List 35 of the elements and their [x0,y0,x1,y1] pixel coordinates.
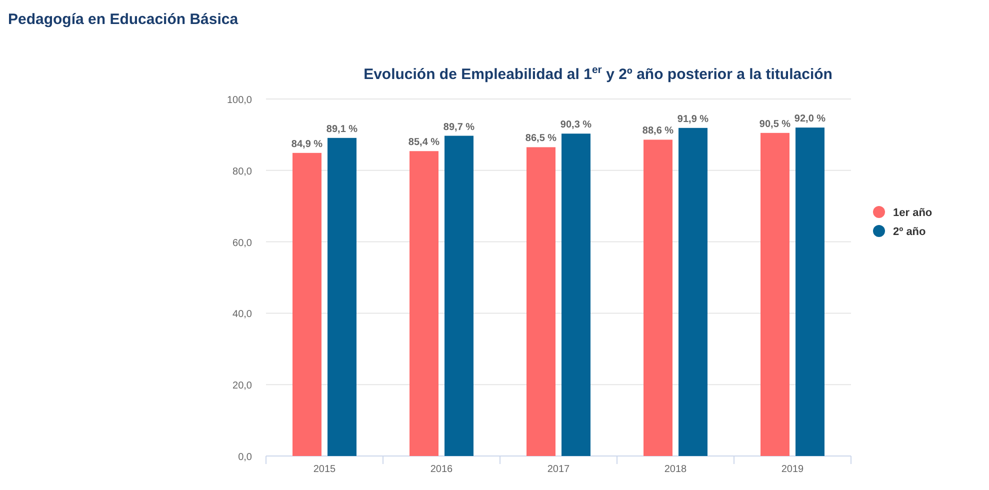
x-tick-label: 2017 [547,464,570,475]
data-label: 84,9 % [291,138,323,150]
x-tick-label: 2016 [430,464,454,475]
bar [678,128,708,456]
bar [526,147,556,456]
bar [410,151,438,456]
y-tick-label: 0,0 [238,452,252,463]
data-label: 90,5 % [759,118,791,130]
data-label: 89,1 % [326,124,358,135]
data-label: 89,7 % [443,122,475,133]
y-tick-label: 60,0 [232,238,252,249]
text: Pedagogía en Educación Básica [8,11,239,28]
y-tick-label: 20,0 [232,380,252,392]
data-label: 92,0 % [794,114,826,125]
bar [760,132,790,456]
bar [444,136,474,456]
data-label: 88,6 % [642,126,674,137]
legend-label: 2º año [893,226,926,238]
bar [292,152,322,456]
bar [644,140,672,456]
x-tick-label: 2019 [781,464,804,475]
legend-label: 1er año [893,207,932,219]
x-tick-label: 2015 [313,464,336,475]
data-label: 91,9 % [677,114,709,125]
data-label: 90,3 % [560,120,592,131]
bar [796,128,824,456]
chart-subtitle: Evolución de Empleabilidad al 1$^{er}$ y 2º año posterior a la titulación [364,64,832,83]
y-tick-label: 40,0 [232,309,252,320]
data-label: 86,5 % [525,133,557,144]
y-tick-label: 80,0 [232,166,252,178]
bar [562,134,590,456]
bar [328,138,356,456]
y-tick-label: 100,0 [226,95,252,106]
data-label: 85,4 % [408,137,440,148]
x-tick-label: 2018 [664,464,688,475]
